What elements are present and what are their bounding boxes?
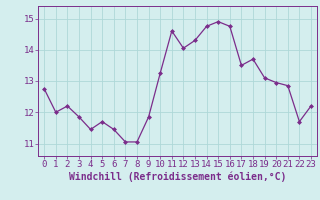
X-axis label: Windchill (Refroidissement éolien,°C): Windchill (Refroidissement éolien,°C) [69, 172, 286, 182]
